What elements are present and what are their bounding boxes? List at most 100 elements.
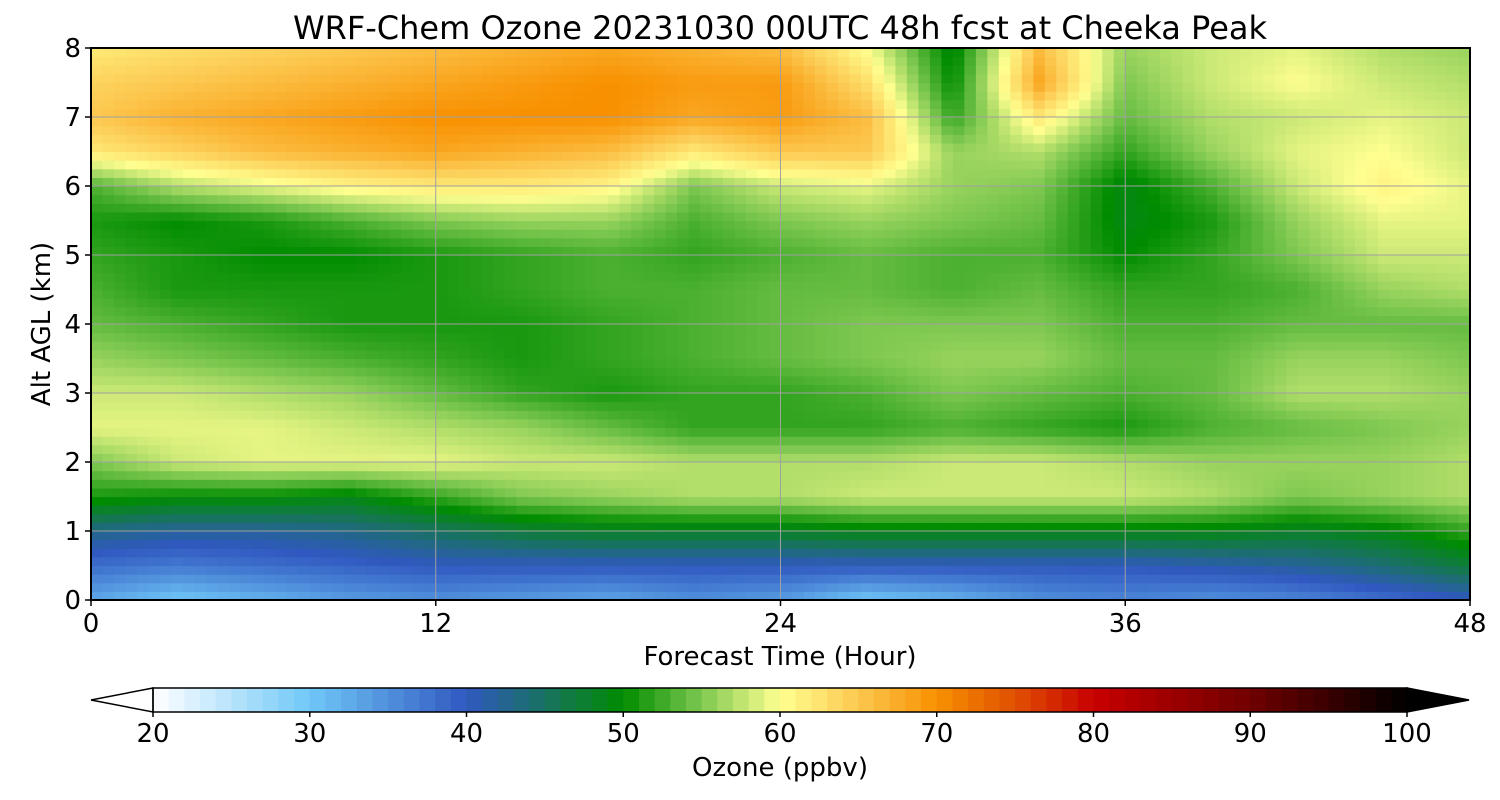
heatmap-cell [125,108,138,118]
heatmap-cell [929,358,942,368]
heatmap-cell [194,393,207,403]
heatmap-cell [309,306,322,316]
heatmap-cell [734,306,747,316]
heatmap-cell [769,160,782,170]
heatmap-cell [389,108,402,118]
heatmap-cell [516,82,529,92]
heatmap-cell [527,479,540,489]
heatmap-cell [194,479,207,489]
heatmap-cell [665,73,678,84]
heatmap-cell [573,574,586,584]
heatmap-cell [205,358,219,368]
heatmap-cell [596,151,609,161]
heatmap-cell [975,332,988,342]
heatmap-cell [734,367,747,377]
heatmap-cell [309,505,322,515]
heatmap-cell [309,229,322,239]
heatmap-cell [102,384,115,394]
heatmap-cell [665,496,678,506]
heatmap-cell [918,324,931,334]
heatmap-cell [113,574,127,584]
heatmap-cell [148,280,161,291]
heatmap-cell [929,522,942,532]
heatmap-cell [929,505,942,515]
heatmap-cell [424,91,437,101]
heatmap-cell [895,410,908,420]
heatmap-cell [493,591,506,600]
heatmap-cell [860,358,874,368]
heatmap-cell [849,591,862,600]
heatmap-cell [91,151,104,161]
heatmap-cell [320,315,333,325]
heatmap-cell [401,513,414,523]
heatmap-cell [240,186,253,196]
heatmap-cell [504,99,517,109]
heatmap-cell [711,203,724,213]
heatmap-cell [929,332,942,342]
heatmap-cell [550,462,563,472]
heatmap-cell [320,531,333,541]
heatmap-cell [562,315,575,325]
heatmap-cell [412,151,425,161]
heatmap-cell [297,82,310,92]
heatmap-cell [734,263,747,273]
heatmap-cell [493,496,506,506]
heatmap-cell [849,531,862,541]
heatmap-cell [332,151,345,161]
heatmap-cell [470,505,483,515]
heatmap-cell [263,168,276,178]
heatmap-cell [148,289,161,299]
heatmap-cell [642,453,655,463]
heatmap-cell [447,332,460,342]
heatmap-cell [665,531,678,541]
heatmap-cell [688,237,701,247]
heatmap-cell [596,142,609,153]
heatmap-cell [527,255,540,265]
heatmap-cell [757,117,770,127]
heatmap-cell [895,280,908,291]
heatmap-cell [918,194,931,204]
heatmap-cell [562,237,575,247]
heatmap-cell [102,237,115,247]
heatmap-cell [780,582,793,592]
heatmap-cell [102,375,115,385]
heatmap-cell [332,591,345,600]
heatmap-cell [240,134,253,144]
heatmap-cell [585,220,598,230]
heatmap-cell [320,177,333,187]
heatmap-cell [654,539,667,549]
heatmap-cell [113,349,127,360]
heatmap-cell [205,220,219,230]
heatmap-cell [550,453,563,463]
heatmap-cell [412,56,425,66]
heatmap-cell [826,117,839,127]
heatmap-cell [504,444,517,454]
heatmap-cell [378,151,391,161]
heatmap-cell [872,160,885,170]
heatmap-cell [975,375,988,385]
heatmap-cell [435,306,448,316]
heatmap-cell [159,548,173,558]
heatmap-cell [631,211,644,222]
heatmap-cell [240,168,253,178]
heatmap-cell [769,565,782,575]
heatmap-cell [159,487,173,498]
heatmap-cell [493,194,506,204]
heatmap-cell [585,91,598,101]
heatmap-cell [458,99,471,109]
heatmap-cell [849,565,862,575]
heatmap-cell [493,65,506,75]
heatmap-cell [814,177,828,187]
heatmap-cell [493,531,506,541]
heatmap-cell [527,168,540,178]
heatmap-cell [814,142,828,153]
heatmap-cell [642,280,655,291]
heatmap-cell [929,160,942,170]
heatmap-cell [194,306,207,316]
heatmap-cell [251,91,264,101]
heatmap-cell [424,263,437,273]
heatmap-cell [504,556,517,567]
heatmap-cell [228,548,241,558]
heatmap-cell [217,237,230,247]
heatmap-cell [631,487,644,498]
